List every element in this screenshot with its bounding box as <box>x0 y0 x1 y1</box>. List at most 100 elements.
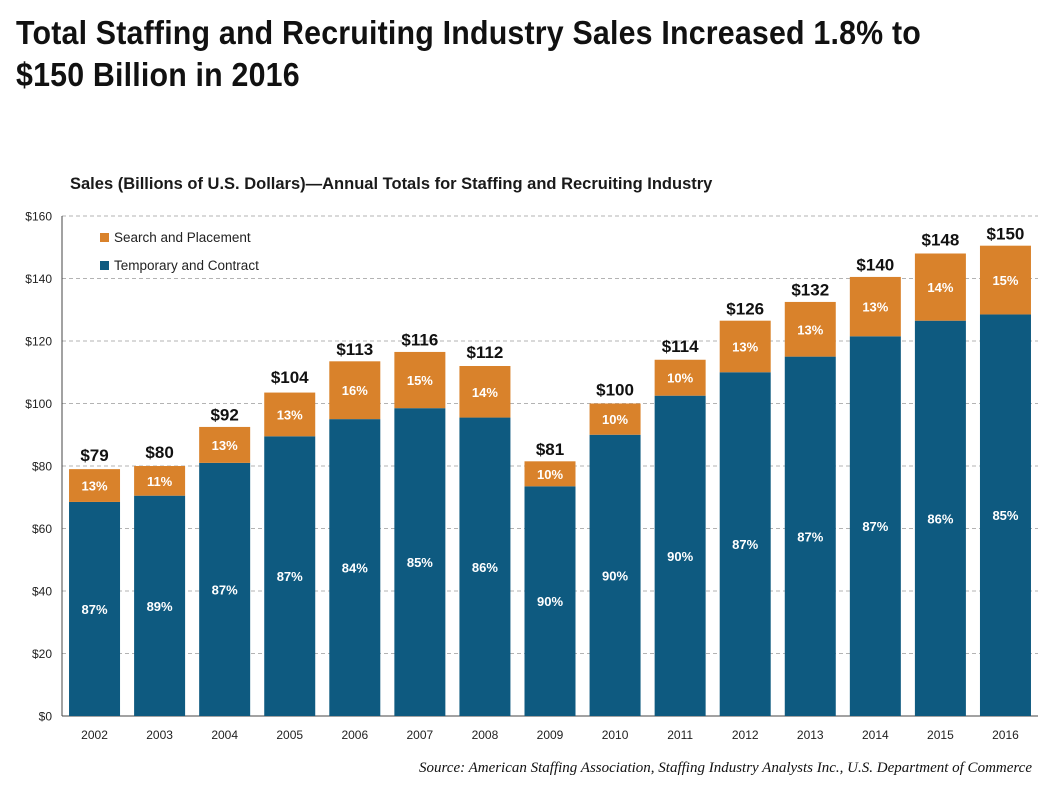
search-pct-label: 13% <box>212 438 238 453</box>
temporary-pct-label: 87% <box>862 519 888 534</box>
bar-search-2015 <box>914 253 966 321</box>
bar-search-2005 <box>264 392 316 437</box>
x-tick-label: 2015 <box>927 728 954 742</box>
y-tick-label: $20 <box>32 647 52 661</box>
search-pct-label: 13% <box>82 479 108 494</box>
bar-search-2003 <box>134 466 186 496</box>
temporary-pct-label: 87% <box>797 529 823 544</box>
x-tick-label: 2011 <box>667 728 693 742</box>
temporary-pct-label: 85% <box>407 555 433 570</box>
bar-search-2007 <box>394 351 446 409</box>
bar-temporary-2012 <box>719 372 771 716</box>
temporary-pct-label: 87% <box>82 602 108 617</box>
temporary-pct-label: 87% <box>277 569 303 584</box>
search-pct-label: 16% <box>342 383 368 398</box>
bar-search-2011 <box>654 359 706 396</box>
total-label: $114 <box>662 337 699 356</box>
legend-swatch-temporary <box>100 261 109 270</box>
x-tick-label: 2007 <box>407 728 434 742</box>
legend-label-temporary: Temporary and Contract <box>114 258 259 273</box>
bar-search-2014 <box>849 276 901 337</box>
bar-temporary-2010 <box>589 434 641 716</box>
x-tick-label: 2009 <box>537 728 564 742</box>
x-tick-label: 2012 <box>732 728 759 742</box>
y-tick-label: $160 <box>25 210 52 224</box>
x-tick-label: 2016 <box>992 728 1019 742</box>
x-tick-label: 2004 <box>211 728 238 742</box>
total-label: $132 <box>791 281 829 300</box>
bar-search-2004 <box>199 426 251 463</box>
search-pct-label: 15% <box>992 273 1018 288</box>
search-pct-label: 11% <box>147 474 173 489</box>
total-label: $150 <box>987 224 1025 243</box>
y-tick-label: $40 <box>32 585 52 599</box>
search-pct-label: 15% <box>407 373 433 388</box>
temporary-pct-label: 90% <box>537 594 563 609</box>
total-label: $81 <box>536 440 564 459</box>
legend-label-search: Search and Placement <box>114 230 251 245</box>
temporary-pct-label: 86% <box>472 560 498 575</box>
search-pct-label: 13% <box>277 407 303 422</box>
x-tick-label: 2006 <box>341 728 368 742</box>
bar-temporary-2014 <box>849 336 901 716</box>
bar-search-2013 <box>784 301 836 357</box>
bar-search-2012 <box>719 320 771 373</box>
bar-temporary-2002 <box>69 501 121 716</box>
source-note: Source: American Staffing Association, S… <box>419 760 1032 776</box>
bar-search-2016 <box>979 245 1031 315</box>
search-pct-label: 10% <box>537 467 563 482</box>
temporary-pct-label: 84% <box>342 561 368 576</box>
total-label: $113 <box>336 340 373 359</box>
bar-temporary-2015 <box>914 320 966 716</box>
total-label: $140 <box>856 256 894 275</box>
search-pct-label: 10% <box>667 371 693 386</box>
y-tick-label: $0 <box>39 710 53 724</box>
temporary-pct-label: 90% <box>667 549 693 564</box>
total-label: $126 <box>726 299 764 318</box>
total-label: $79 <box>80 446 108 465</box>
y-tick-label: $140 <box>25 272 52 286</box>
x-tick-label: 2003 <box>146 728 173 742</box>
bar-temporary-2013 <box>784 356 836 716</box>
x-tick-label: 2010 <box>602 728 629 742</box>
temporary-pct-label: 87% <box>732 537 758 552</box>
y-tick-label: $60 <box>32 522 52 536</box>
y-tick-label: $80 <box>32 460 52 474</box>
bar-temporary-2003 <box>134 495 186 716</box>
temporary-pct-label: 87% <box>212 582 238 597</box>
bar-search-2006 <box>329 361 381 420</box>
x-tick-label: 2014 <box>862 728 889 742</box>
chart-title: Sales (Billions of U.S. Dollars)—Annual … <box>70 175 713 193</box>
total-label: $100 <box>596 381 634 400</box>
x-tick-label: 2005 <box>276 728 303 742</box>
total-label: $112 <box>466 343 503 362</box>
bar-search-2008 <box>459 366 511 418</box>
search-pct-label: 10% <box>602 412 628 427</box>
headline: Total Staffing and Recruiting Industry S… <box>16 14 921 93</box>
temporary-pct-label: 90% <box>602 568 628 583</box>
y-tick-label: $120 <box>25 335 52 349</box>
x-tick-label: 2013 <box>797 728 824 742</box>
bar-temporary-2011 <box>654 395 706 716</box>
search-pct-label: 14% <box>927 280 953 295</box>
bar-temporary-2004 <box>199 462 251 716</box>
bar-search-2010 <box>589 403 641 435</box>
search-pct-label: 13% <box>862 300 888 315</box>
bar-temporary-2016 <box>979 314 1031 716</box>
temporary-pct-label: 89% <box>147 599 173 614</box>
total-label: $116 <box>401 331 438 350</box>
x-tick-label: 2002 <box>81 728 108 742</box>
bar-temporary-2005 <box>264 436 316 716</box>
temporary-pct-label: 86% <box>927 511 953 526</box>
bar-temporary-2006 <box>329 419 381 716</box>
bar-search-2002 <box>69 469 121 502</box>
temporary-pct-label: 85% <box>992 508 1018 523</box>
total-label: $92 <box>210 406 238 425</box>
bar-search-2009 <box>524 461 576 487</box>
y-tick-label: $100 <box>25 397 52 411</box>
bar-temporary-2007 <box>394 408 446 716</box>
legend-swatch-search <box>100 233 109 242</box>
search-pct-label: 13% <box>797 322 823 337</box>
search-pct-label: 14% <box>472 385 498 400</box>
